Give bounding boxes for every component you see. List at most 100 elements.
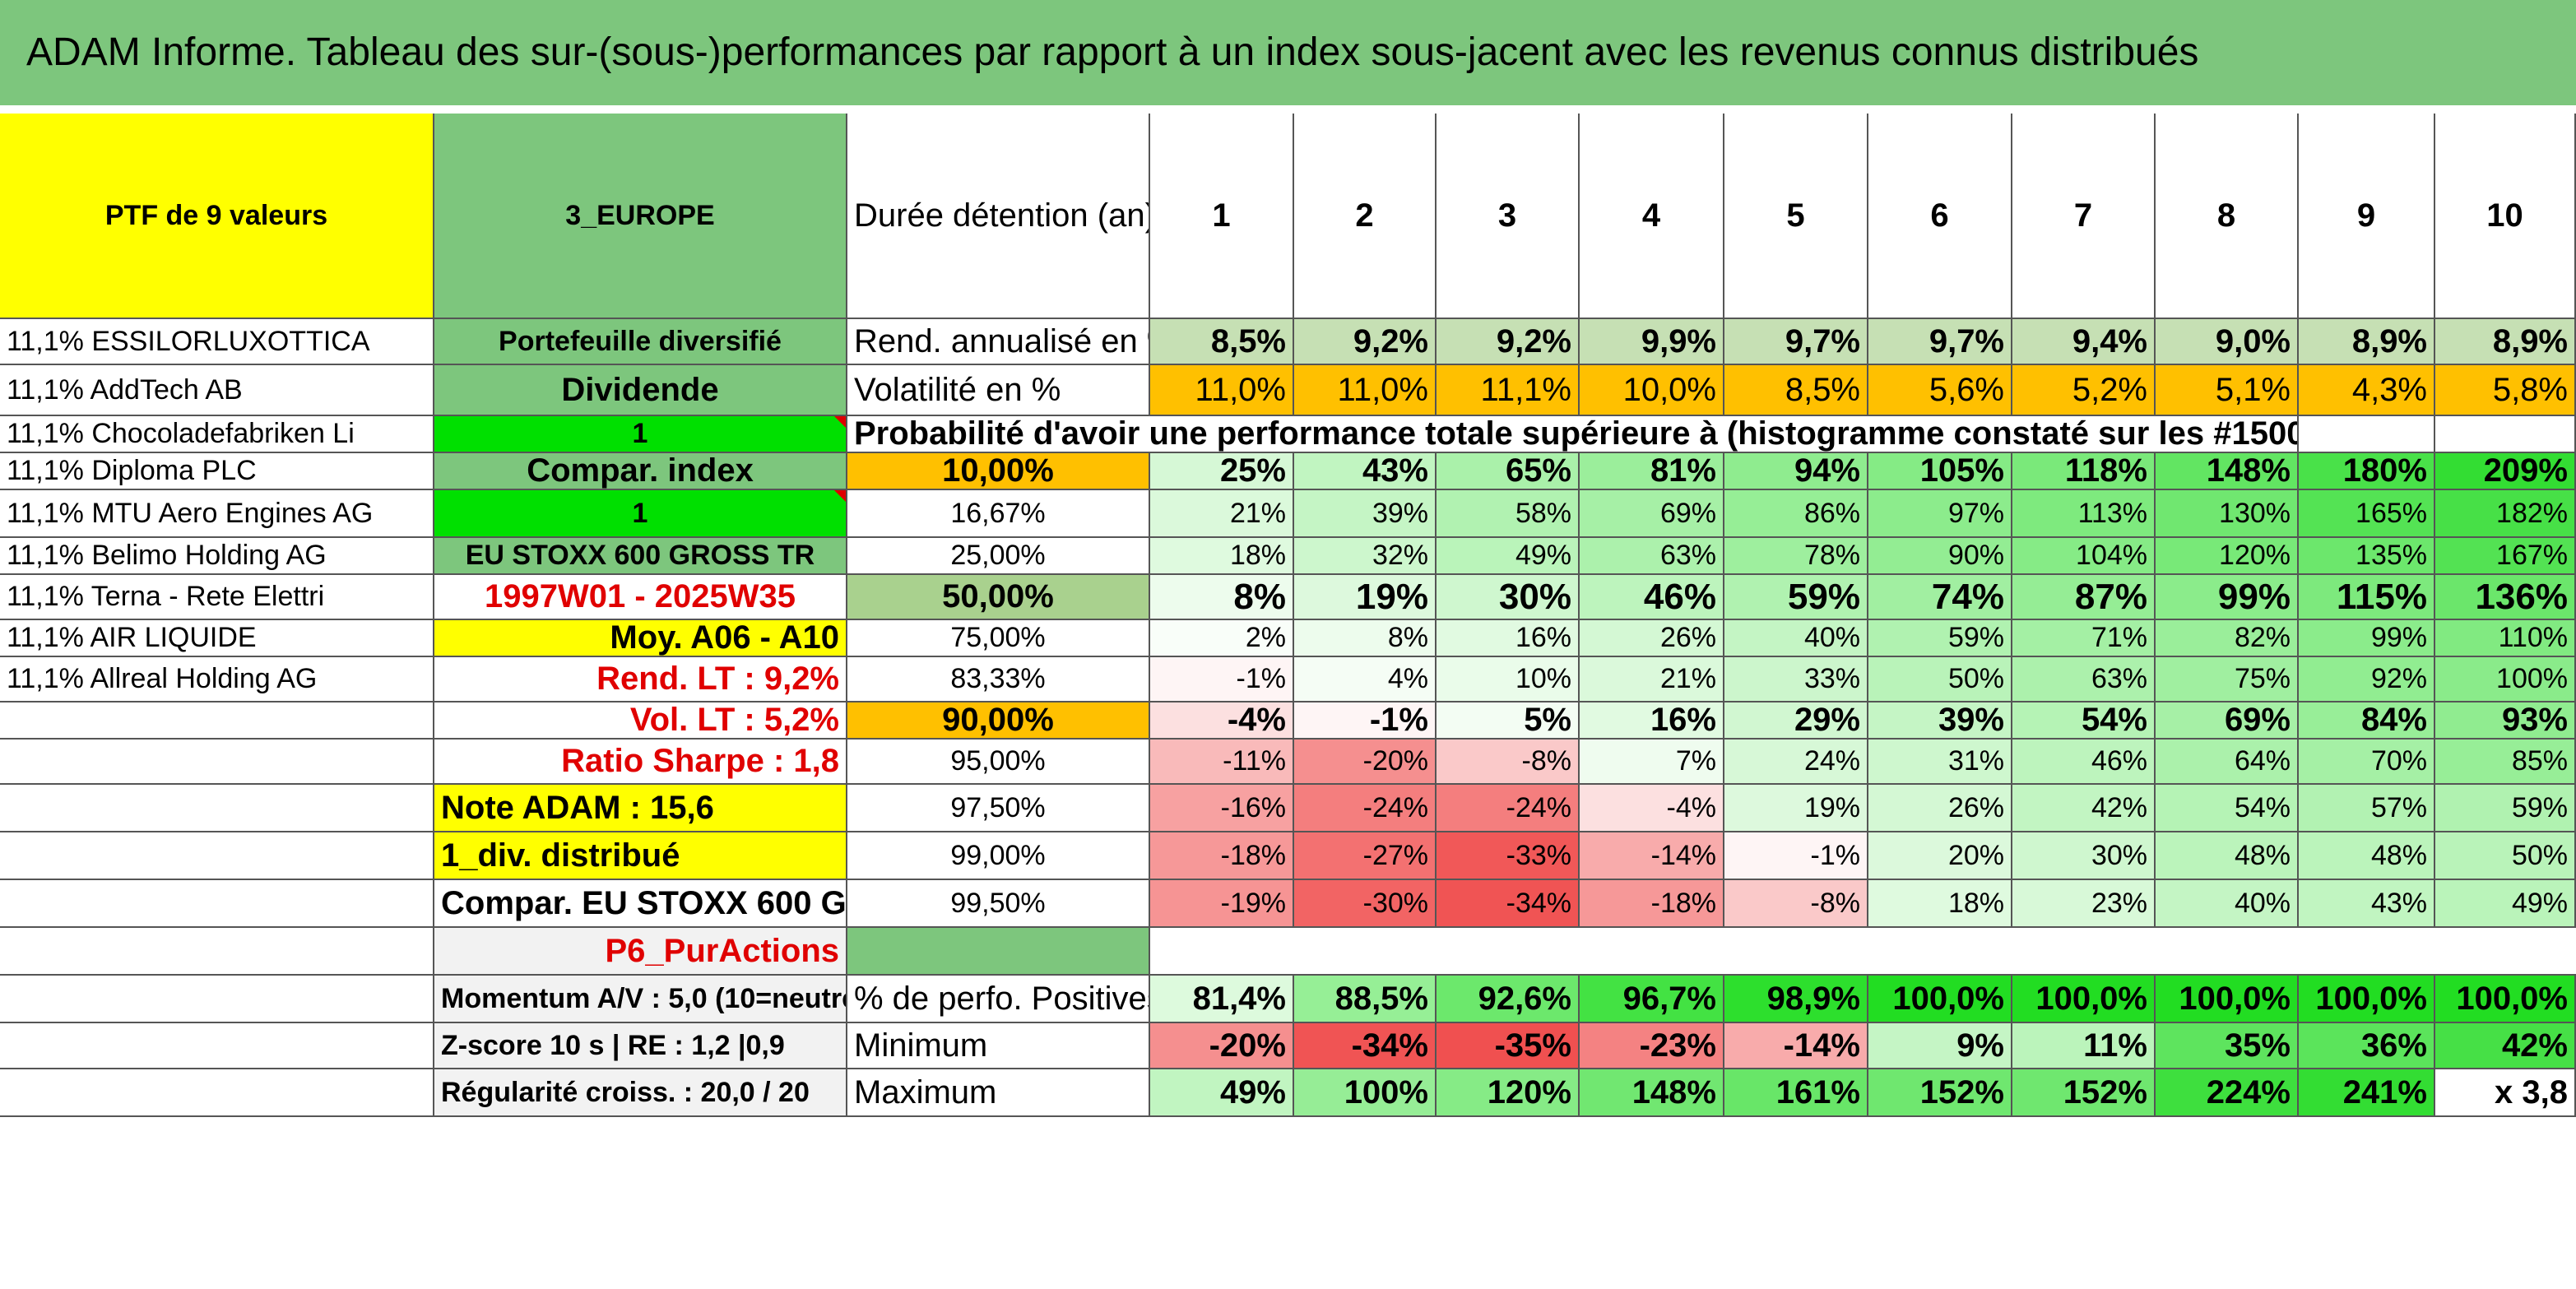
prob-value[interactable]: -18% bbox=[1150, 832, 1294, 880]
max-value[interactable]: 152% bbox=[2012, 1069, 2156, 1117]
prob-value[interactable]: 23% bbox=[2012, 880, 2156, 928]
prob-value[interactable]: 48% bbox=[2156, 832, 2299, 880]
prob-value[interactable]: 5% bbox=[1437, 702, 1580, 740]
prob-value[interactable]: 33% bbox=[1724, 657, 1868, 702]
rend-value[interactable]: 9,9% bbox=[1580, 319, 1724, 365]
empty-cell[interactable] bbox=[2299, 416, 2435, 453]
prob-value[interactable]: 26% bbox=[1868, 785, 2012, 832]
prob-value[interactable]: 182% bbox=[2435, 490, 2576, 538]
prob-value[interactable]: -24% bbox=[1294, 785, 1437, 832]
year-header[interactable]: 10 bbox=[2435, 114, 2576, 319]
prob-value[interactable]: -1% bbox=[1724, 832, 1868, 880]
prob-value[interactable]: 43% bbox=[1294, 453, 1437, 490]
prob-value[interactable]: 18% bbox=[1868, 880, 2012, 928]
prob-value[interactable]: 59% bbox=[1868, 620, 2012, 657]
duration-label[interactable]: Durée détention (an) bbox=[847, 114, 1150, 319]
max-value[interactable]: x 3,8 bbox=[2435, 1069, 2576, 1117]
rend-value[interactable]: 9,7% bbox=[1724, 319, 1868, 365]
max-label[interactable]: Maximum bbox=[847, 1069, 1150, 1117]
min-value[interactable]: 9% bbox=[1868, 1023, 2012, 1069]
percentile-cell[interactable]: 50,00% bbox=[847, 575, 1150, 620]
percentile-cell[interactable]: 83,33% bbox=[847, 657, 1150, 702]
vol-label[interactable]: Volatilité en % bbox=[847, 365, 1150, 416]
prob-value[interactable]: 118% bbox=[2012, 453, 2156, 490]
empty-cell[interactable] bbox=[2435, 416, 2576, 453]
percentile-cell[interactable]: 99,00% bbox=[847, 832, 1150, 880]
rend-value[interactable]: 9,2% bbox=[1294, 319, 1437, 365]
vol-value[interactable]: 8,5% bbox=[1724, 365, 1868, 416]
percentile-cell[interactable]: 97,50% bbox=[847, 785, 1150, 832]
max-value[interactable]: 241% bbox=[2299, 1069, 2435, 1117]
prob-value[interactable]: -34% bbox=[1437, 880, 1580, 928]
prob-value[interactable]: 57% bbox=[2299, 785, 2435, 832]
regularity-cell[interactable]: Régularité croiss. : 20,0 / 20 bbox=[434, 1069, 847, 1117]
prob-value[interactable]: 69% bbox=[2156, 702, 2299, 740]
prob-value[interactable]: 115% bbox=[2299, 575, 2435, 620]
min-value[interactable]: -20% bbox=[1150, 1023, 1294, 1069]
prob-value[interactable]: 209% bbox=[2435, 453, 2576, 490]
holding-item[interactable]: 11,1% Belimo Holding AG bbox=[0, 538, 434, 575]
prob-value[interactable]: 93% bbox=[2435, 702, 2576, 740]
prob-value[interactable]: 78% bbox=[1724, 538, 1868, 575]
prob-value[interactable]: 40% bbox=[1724, 620, 1868, 657]
max-value[interactable]: 100% bbox=[1294, 1069, 1437, 1117]
year-header[interactable]: 9 bbox=[2299, 114, 2435, 319]
prob-value[interactable]: -18% bbox=[1580, 880, 1724, 928]
prob-value[interactable]: 48% bbox=[2299, 832, 2435, 880]
percentile-cell[interactable]: 90,00% bbox=[847, 702, 1150, 740]
min-value[interactable]: -34% bbox=[1294, 1023, 1437, 1069]
percentile-cell[interactable]: 75,00% bbox=[847, 620, 1150, 657]
holding-item[interactable]: 11,1% ESSILORLUXOTTICA bbox=[0, 319, 434, 365]
prob-value[interactable]: 105% bbox=[1868, 453, 2012, 490]
holding-item[interactable]: 11,1% Chocoladefabriken Li bbox=[0, 416, 434, 453]
prob-value[interactable]: 31% bbox=[1868, 740, 2012, 785]
min-value[interactable]: 35% bbox=[2156, 1023, 2299, 1069]
prob-value[interactable]: 49% bbox=[1437, 538, 1580, 575]
prob-value[interactable]: 21% bbox=[1150, 490, 1294, 538]
prob-value[interactable]: 16% bbox=[1580, 702, 1724, 740]
prob-value[interactable]: 100% bbox=[2435, 657, 2576, 702]
rend-value[interactable]: 9,0% bbox=[2156, 319, 2299, 365]
prob-value[interactable]: 19% bbox=[1294, 575, 1437, 620]
vol-value[interactable]: 5,1% bbox=[2156, 365, 2299, 416]
type-cell[interactable]: Portefeuille diversifié bbox=[434, 319, 847, 365]
pos-value[interactable]: 100,0% bbox=[1868, 976, 2012, 1023]
empty-cell[interactable] bbox=[0, 1023, 434, 1069]
prob-value[interactable]: -4% bbox=[1150, 702, 1294, 740]
year-header[interactable]: 6 bbox=[1868, 114, 2012, 319]
holding-item[interactable]: 11,1% Diploma PLC bbox=[0, 453, 434, 490]
note-cell[interactable]: Note ADAM : 15,6 bbox=[434, 785, 847, 832]
pos-value[interactable]: 81,4% bbox=[1150, 976, 1294, 1023]
pos-value[interactable]: 98,9% bbox=[1724, 976, 1868, 1023]
percentile-cell[interactable]: 99,50% bbox=[847, 880, 1150, 928]
compar-index-cell[interactable]: Compar. index bbox=[434, 453, 847, 490]
prob-value[interactable]: 19% bbox=[1724, 785, 1868, 832]
p6-cell[interactable]: P6_PurActions bbox=[434, 928, 847, 976]
empty-cell[interactable] bbox=[0, 928, 434, 976]
prob-value[interactable]: 120% bbox=[2156, 538, 2299, 575]
prob-value[interactable]: 10% bbox=[1437, 657, 1580, 702]
vol-value[interactable]: 5,6% bbox=[1868, 365, 2012, 416]
prob-value[interactable]: 26% bbox=[1580, 620, 1724, 657]
prob-value[interactable]: 99% bbox=[2299, 620, 2435, 657]
min-value[interactable]: -23% bbox=[1580, 1023, 1724, 1069]
vol-value[interactable]: 4,3% bbox=[2299, 365, 2435, 416]
max-value[interactable]: 148% bbox=[1580, 1069, 1724, 1117]
year-header[interactable]: 4 bbox=[1580, 114, 1724, 319]
prob-value[interactable]: -11% bbox=[1150, 740, 1294, 785]
percentile-cell[interactable]: 25,00% bbox=[847, 538, 1150, 575]
pos-value[interactable]: 100,0% bbox=[2156, 976, 2299, 1023]
prob-value[interactable]: 25% bbox=[1150, 453, 1294, 490]
vol-value[interactable]: 11,0% bbox=[1150, 365, 1294, 416]
holding-item[interactable]: 11,1% AIR LIQUIDE bbox=[0, 620, 434, 657]
empty-cell[interactable] bbox=[0, 702, 434, 740]
prob-value[interactable]: 4% bbox=[1294, 657, 1437, 702]
prob-value[interactable]: 71% bbox=[2012, 620, 2156, 657]
prob-value[interactable]: 94% bbox=[1724, 453, 1868, 490]
empty-cell[interactable] bbox=[0, 785, 434, 832]
prob-value[interactable]: 99% bbox=[2156, 575, 2299, 620]
rend-lt-cell[interactable]: Rend. LT : 9,2% bbox=[434, 657, 847, 702]
div-cell[interactable]: 1_div. distribué bbox=[434, 832, 847, 880]
prob-value[interactable]: 92% bbox=[2299, 657, 2435, 702]
year-header[interactable]: 5 bbox=[1724, 114, 1868, 319]
